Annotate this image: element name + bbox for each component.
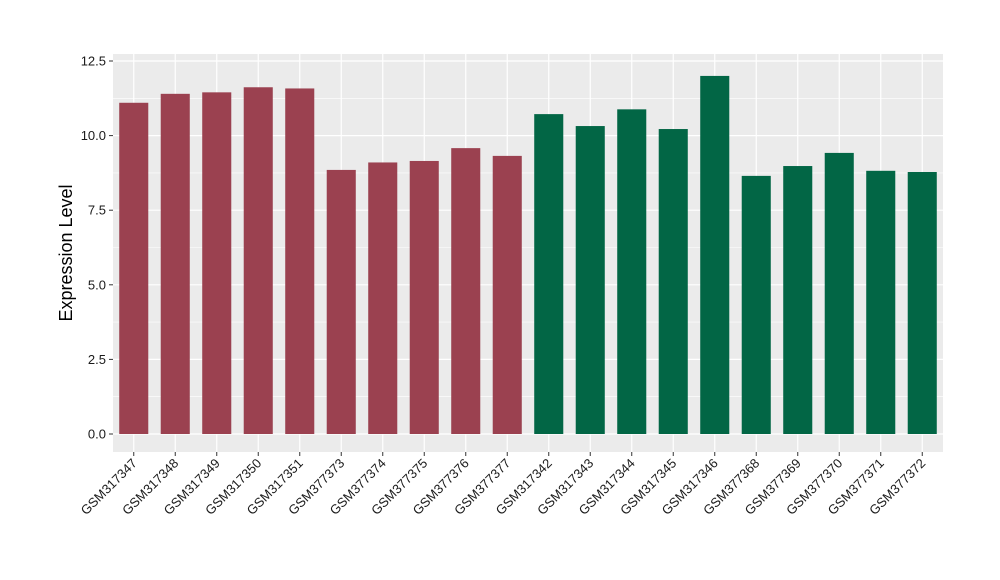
y-tick-label: 7.5 <box>88 203 106 218</box>
bar-GSM317346 <box>700 75 730 435</box>
bar-GSM317351 <box>285 88 315 435</box>
y-axis-title: Expression Level <box>56 184 76 321</box>
bar-GSM317342 <box>534 114 564 434</box>
bar-GSM317343 <box>575 126 605 434</box>
bar-GSM377374 <box>368 162 398 434</box>
bars <box>119 75 937 435</box>
bar-GSM377370 <box>824 152 854 434</box>
bar-GSM377376 <box>451 148 481 434</box>
y-tick-label: 5.0 <box>88 277 106 292</box>
bar-GSM317348 <box>160 93 190 434</box>
bar-GSM317350 <box>243 87 273 434</box>
y-tick-label: 2.5 <box>88 352 106 367</box>
y-tick-label: 0.0 <box>88 427 106 442</box>
bar-GSM377368 <box>741 175 771 434</box>
x-axis: GSM317347GSM317348GSM317349GSM317350GSM3… <box>78 452 928 518</box>
bar-GSM317345 <box>658 129 688 434</box>
bar-GSM377372 <box>907 172 937 434</box>
bar-GSM377375 <box>409 160 439 435</box>
bar-GSM377373 <box>326 169 356 434</box>
bar-GSM377369 <box>783 166 813 434</box>
bar-GSM317347 <box>119 102 149 434</box>
plot-panel <box>113 54 943 452</box>
y-tick-label: 12.5 <box>81 54 106 69</box>
bar-GSM377371 <box>866 170 896 434</box>
bar-GSM317344 <box>617 109 647 435</box>
bar-GSM317349 <box>202 92 232 434</box>
y-tick-label: 10.0 <box>81 128 106 143</box>
y-axis: 0.0 2.5 5.0 7.5 10.0 12.5 <box>81 54 113 442</box>
bar-GSM377377 <box>492 155 522 434</box>
